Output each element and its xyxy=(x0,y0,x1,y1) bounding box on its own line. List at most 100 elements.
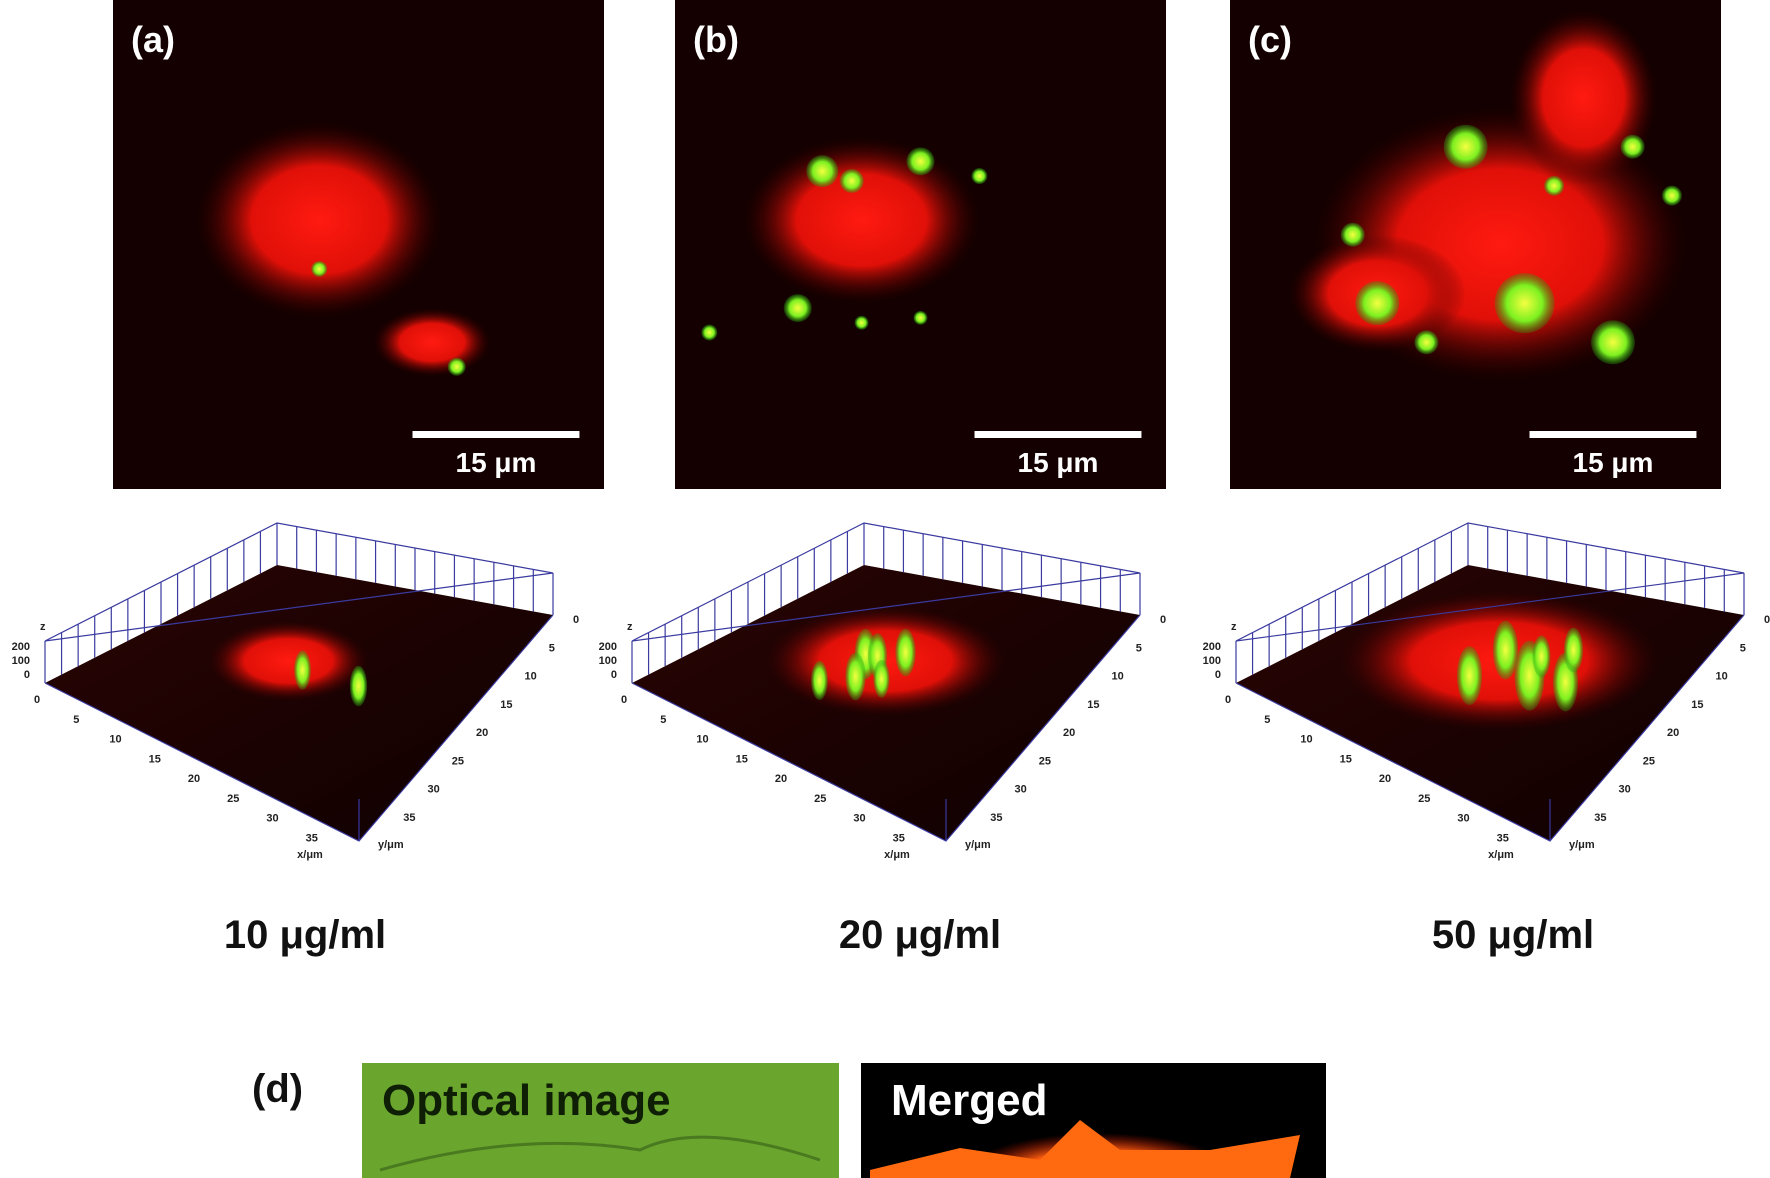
x-tick-label: 25 xyxy=(1418,793,1430,805)
y-tick-label: 0 xyxy=(1764,614,1770,626)
x-tick-label: 20 xyxy=(775,773,787,785)
y-tick-label: 30 xyxy=(428,784,440,796)
x-axis-label: x/μm xyxy=(884,849,910,861)
surface-spike xyxy=(811,660,828,701)
particle xyxy=(1590,320,1635,365)
x-tick-label: 30 xyxy=(266,813,278,825)
particle xyxy=(839,168,864,193)
x-tick-label: 15 xyxy=(1340,753,1352,765)
z-tick-label: 100 xyxy=(599,655,617,667)
y-axis-label: y/μm xyxy=(1569,839,1595,851)
z-tick-label: 200 xyxy=(599,641,617,653)
x-tick-label: 15 xyxy=(736,753,748,765)
y-tick-label: 20 xyxy=(476,727,488,739)
particle xyxy=(854,315,869,330)
scale-bar xyxy=(1529,431,1697,438)
x-tick-label: 10 xyxy=(109,734,121,746)
x-axis-label: x/μm xyxy=(1488,849,1514,861)
y-tick-label: 30 xyxy=(1619,784,1631,796)
concentration-label: 20 μg/ml xyxy=(839,913,1001,957)
surface-spike xyxy=(1492,620,1519,680)
y-tick-label: 25 xyxy=(452,755,464,767)
x-tick-label: 15 xyxy=(149,753,161,765)
micrograph: (b) 15 μm xyxy=(675,0,1166,489)
y-tick-label: 10 xyxy=(525,671,537,683)
y-tick-label: 0 xyxy=(1160,614,1166,626)
y-tick-label: 25 xyxy=(1039,755,1051,767)
scale-bar-label: 15 μm xyxy=(456,447,537,478)
micrograph: (c) 15 μm xyxy=(1230,0,1721,489)
cell-body xyxy=(1509,9,1658,186)
particle xyxy=(906,147,935,176)
z-tick-label: 100 xyxy=(12,655,30,667)
cell-process xyxy=(870,1120,1300,1178)
y-tick-label: 5 xyxy=(549,642,555,654)
z-axis-label: z xyxy=(627,621,633,633)
y-tick-label: 35 xyxy=(990,812,1002,824)
scale-bar-label: 15 μm xyxy=(1018,447,1099,478)
x-tick-label: 35 xyxy=(1497,832,1509,844)
z-tick-label: 100 xyxy=(1203,655,1221,667)
surface-spike xyxy=(294,650,311,690)
cell-body xyxy=(373,308,492,377)
particle xyxy=(971,168,988,185)
y-tick-label: 35 xyxy=(1594,812,1606,824)
scale-bar xyxy=(974,431,1142,438)
x-tick-label: 20 xyxy=(1379,773,1391,785)
particle xyxy=(806,155,839,188)
surface-spike xyxy=(895,628,916,677)
particle xyxy=(1340,222,1365,247)
y-tick-label: 30 xyxy=(1015,784,1027,796)
x-tick-label: 0 xyxy=(621,694,627,706)
plot-floor xyxy=(45,565,553,841)
y-tick-label: 5 xyxy=(1136,642,1142,654)
panel-label: (a) xyxy=(131,19,175,60)
y-tick-label: 10 xyxy=(1112,671,1124,683)
x-tick-label: 20 xyxy=(188,773,200,785)
x-tick-label: 25 xyxy=(227,793,239,805)
cell-outline xyxy=(379,1135,821,1172)
y-tick-label: 15 xyxy=(500,699,512,711)
x-tick-label: 25 xyxy=(814,793,826,805)
z-tick-label: 200 xyxy=(1203,641,1221,653)
x-tick-label: 5 xyxy=(73,714,79,726)
concentration-label: 50 μg/ml xyxy=(1432,913,1594,957)
panel-label: (b) xyxy=(693,19,739,60)
optical-image xyxy=(362,1063,839,1178)
y-axis-label: y/μm xyxy=(378,839,404,851)
surface-plot: z 200 100 0 0 5 10 15 20 25 30 35 0 5 10 15 20 25 30 35 x/μm… xyxy=(599,522,1166,861)
particle xyxy=(1620,134,1645,159)
x-axis-label: x/μm xyxy=(297,849,323,861)
x-tick-label: 35 xyxy=(306,832,318,844)
particle xyxy=(1494,273,1555,334)
panel-label: (c) xyxy=(1248,19,1292,60)
surface-plot: z 200 100 0 0 5 10 15 20 25 30 35 0 5 10 15 20 25 30 35 x/μm… xyxy=(12,522,579,861)
cell-body xyxy=(743,136,980,304)
y-tick-label: 5 xyxy=(1740,642,1746,654)
y-tick-label: 20 xyxy=(1667,727,1679,739)
x-tick-label: 10 xyxy=(696,734,708,746)
y-tick-label: 10 xyxy=(1716,671,1728,683)
particle xyxy=(1414,330,1439,355)
x-tick-label: 5 xyxy=(660,714,666,726)
particle xyxy=(913,310,928,325)
y-axis-label: y/μm xyxy=(965,839,991,851)
particle xyxy=(701,324,718,341)
y-tick-label: 15 xyxy=(1691,699,1703,711)
y-tick-label: 15 xyxy=(1087,699,1099,711)
surface-spike xyxy=(1563,627,1584,673)
z-tick-label: 200 xyxy=(12,641,30,653)
particle xyxy=(1661,185,1682,206)
particle xyxy=(447,357,466,376)
particle xyxy=(1544,175,1565,196)
y-tick-label: 0 xyxy=(573,614,579,626)
particle xyxy=(783,294,812,323)
particle xyxy=(1443,124,1488,169)
surface-spike xyxy=(349,665,368,707)
z-axis-label: z xyxy=(40,621,46,633)
x-tick-label: 35 xyxy=(893,832,905,844)
surface-spike xyxy=(845,652,866,701)
x-tick-label: 30 xyxy=(1457,813,1469,825)
surface-spike xyxy=(873,659,890,698)
